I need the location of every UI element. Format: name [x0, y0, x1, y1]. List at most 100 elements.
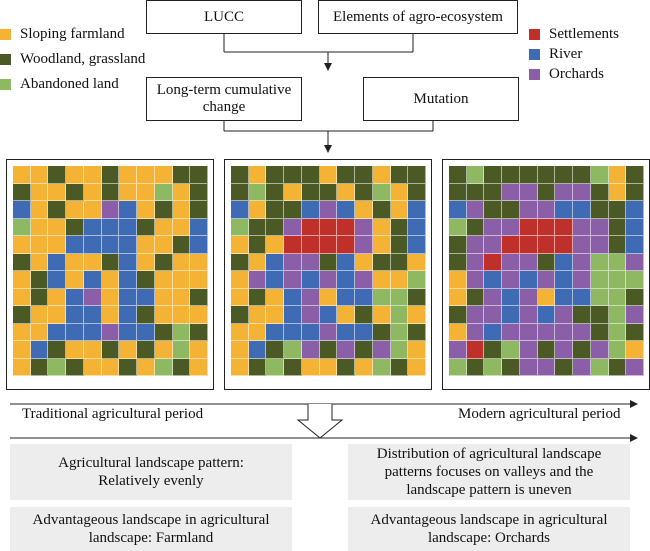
grid-cell-sloping-farmland	[408, 341, 426, 359]
grid-cell-abandoned-land	[590, 253, 609, 271]
grid-cell-woodland-grassland	[137, 271, 155, 289]
legend-woodland-grassland: Woodland, grassland	[0, 51, 145, 68]
grid-cell-river	[119, 271, 138, 289]
grid-cell-woodland-grassland	[172, 358, 191, 376]
grid-cell-river	[66, 306, 84, 324]
grid-cell-sloping-farmland	[119, 166, 138, 184]
grid-cell-woodland-grassland	[231, 253, 249, 271]
grid-cell-sloping-farmland	[83, 201, 102, 219]
grid-cell-orchards	[466, 271, 485, 289]
grid-cell-sloping-farmland	[154, 166, 173, 184]
grid-cell-river	[266, 271, 285, 289]
grid-cell-sloping-farmland	[172, 183, 191, 201]
grid-cell-sloping-farmland	[66, 201, 84, 219]
grid-cell-river	[484, 323, 503, 341]
grid-cell-settlements	[555, 218, 574, 236]
grid-cell-sloping-farmland	[190, 253, 208, 271]
grid-cell-woodland-grassland	[66, 358, 84, 376]
grid-cell-sloping-farmland	[137, 253, 155, 271]
grid-cell-settlements	[337, 218, 356, 236]
grid-cell-river	[555, 253, 574, 271]
legend-label: Orchards	[549, 66, 604, 82]
grid-cell-woodland-grassland	[154, 201, 173, 219]
lucc-box: LUCC	[146, 0, 302, 34]
grid-cell-abandoned-land	[231, 218, 249, 236]
grid-cell-river	[83, 323, 102, 341]
grid-cell-sloping-farmland	[13, 323, 31, 341]
grid-cell-orchards	[484, 288, 503, 306]
grid-cell-sloping-farmland	[83, 166, 102, 184]
grid-cell-orchards	[466, 306, 485, 324]
grid-cell-abandoned-land	[408, 271, 426, 289]
grid-cell-orchards	[449, 341, 467, 359]
grid-cell-orchards	[372, 341, 391, 359]
grid-cell-sloping-farmland	[408, 306, 426, 324]
grid-cell-orchards	[573, 236, 591, 254]
grid-cell-river	[119, 253, 138, 271]
grid-cell-orchards	[319, 323, 338, 341]
grid-cell-woodland-grassland	[390, 218, 409, 236]
grid-cell-abandoned-land	[390, 288, 409, 306]
grid-cell-sloping-farmland	[101, 306, 120, 324]
grid-cell-woodland-grassland	[626, 288, 644, 306]
grid-cell-woodland-grassland	[248, 288, 267, 306]
grid-cell-woodland-grassland	[48, 341, 67, 359]
grid-cell-sloping-farmland	[30, 236, 49, 254]
grid-cell-river	[48, 323, 67, 341]
grid-cell-river	[66, 288, 84, 306]
grid-cells	[13, 166, 208, 376]
grid-cell-sloping-farmland	[231, 236, 249, 254]
legend-abandoned-land: Abandoned land	[0, 76, 119, 93]
grid-cell-sloping-farmland	[48, 306, 67, 324]
grid-cell-woodland-grassland	[190, 166, 208, 184]
traditional-period-label: Traditional agricultural period	[22, 406, 204, 422]
grid-cell-woodland-grassland	[337, 358, 356, 376]
grid-cell-woodland-grassland	[13, 183, 31, 201]
grid-cell-woodland-grassland	[301, 166, 320, 184]
grid-cell-sloping-farmland	[449, 288, 467, 306]
grid-cell-sloping-farmland	[30, 218, 49, 236]
grid-cell-sloping-farmland	[408, 253, 426, 271]
grid-cell-woodland-grassland	[502, 166, 520, 184]
grid-cell-sloping-farmland	[13, 271, 31, 289]
grid-cell-sloping-farmland	[137, 166, 155, 184]
legend-label: Sloping farmland	[20, 26, 125, 42]
grid-cell-river	[626, 236, 644, 254]
grid-cell-river	[626, 201, 644, 219]
grid-cell-woodland-grassland	[372, 253, 391, 271]
grid-cell-woodland-grassland	[590, 201, 609, 219]
grid-cell-woodland-grassland	[537, 166, 556, 184]
landscape-grid-transition	[224, 159, 432, 390]
grid-cell-river	[301, 271, 320, 289]
grid-cell-sloping-farmland	[13, 166, 31, 184]
grid-cell-abandoned-land	[154, 358, 173, 376]
grid-cell-settlements	[502, 236, 520, 254]
grid-cell-orchards	[466, 253, 485, 271]
grid-cell-sloping-farmland	[66, 341, 84, 359]
grid-cell-abandoned-land	[449, 218, 467, 236]
grid-cell-sloping-farmland	[30, 323, 49, 341]
grid-cell-sloping-farmland	[83, 341, 102, 359]
grid-cell-river	[119, 323, 138, 341]
grid-cell-orchards	[83, 288, 102, 306]
grid-cell-woodland-grassland	[248, 218, 267, 236]
grid-cell-sloping-farmland	[608, 166, 627, 184]
grid-cell-sloping-farmland	[13, 358, 31, 376]
grid-cell-orchards	[519, 341, 538, 359]
grid-cell-river	[484, 271, 503, 289]
grid-cell-orchards	[502, 183, 520, 201]
grid-cell-sloping-farmland	[13, 341, 31, 359]
grid-cell-river	[266, 253, 285, 271]
grid-cell-orchards	[590, 236, 609, 254]
grid-cell-sloping-farmland	[30, 253, 49, 271]
grid-cell-river	[337, 201, 356, 219]
grid-cell-sloping-farmland	[13, 236, 31, 254]
grid-cell-woodland-grassland	[266, 201, 285, 219]
grid-cell-sloping-farmland	[172, 306, 191, 324]
grid-cell-river	[355, 323, 373, 341]
grid-cell-sloping-farmland	[355, 253, 373, 271]
grid-cell-orchards	[355, 271, 373, 289]
grid-cell-abandoned-land	[13, 218, 31, 236]
grid-cell-river	[231, 201, 249, 219]
